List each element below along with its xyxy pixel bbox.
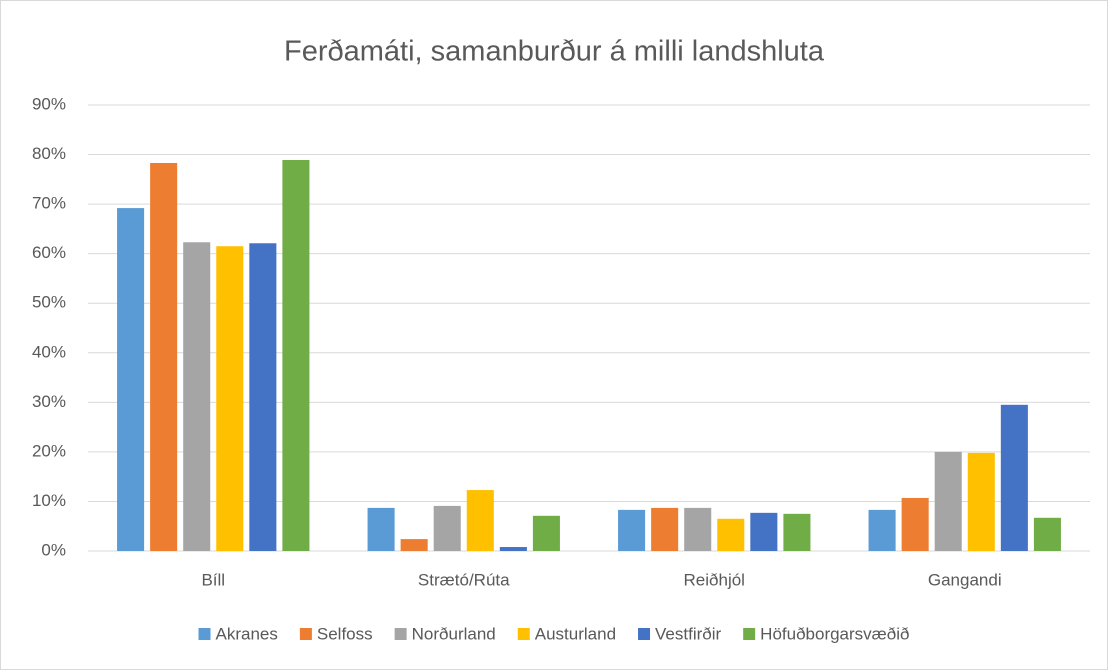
legend-label: Norðurland [412,624,496,643]
bar [684,507,712,551]
bar [750,512,778,551]
y-tick-label: 70% [32,194,66,213]
x-tick-label: Strætó/Rúta [418,570,510,589]
y-tick-label: 80% [32,144,66,163]
bar [967,452,995,551]
bar [117,208,145,551]
bar [901,497,929,551]
bar [618,509,646,551]
legend-label: Höfuðborgarsvæðið [760,624,909,643]
legend-marker [394,628,407,640]
x-tick-label: Gangandi [928,570,1002,589]
y-tick-label: 50% [32,293,66,312]
y-tick-label: 20% [32,441,66,460]
y-tick-label: 10% [32,491,66,510]
bar [282,160,310,552]
y-tick-label: 0% [41,540,66,559]
x-tick-label: Reiðhjól [684,570,745,589]
bar [183,242,211,551]
x-tick-label: Bíll [201,570,225,589]
y-tick-label: 90% [32,94,66,113]
bar [499,547,527,551]
bar [532,515,560,551]
chart-title: Ferðamáti, samanburður á milli landshlut… [284,36,825,68]
bar [400,539,428,551]
bar [934,451,962,551]
legend-marker [198,628,211,640]
y-tick-label: 30% [32,392,66,411]
bar [216,246,244,551]
bar [651,507,679,551]
legend-marker [743,628,756,640]
legend-marker [638,628,651,640]
legend-label: Selfoss [317,624,373,643]
bar [717,518,745,551]
bar [868,509,896,551]
legend-marker [299,628,312,640]
bar [433,505,461,551]
bar [783,513,811,551]
y-tick-label: 40% [32,342,66,361]
bar [466,490,494,551]
bar [249,243,277,551]
legend-label: Austurland [535,624,616,643]
legend-marker [517,628,530,640]
bar [1000,404,1028,551]
legend-label: Vestfirðir [655,624,721,643]
legend-label: Akranes [216,624,278,643]
bar [150,162,178,552]
y-tick-label: 60% [32,243,66,262]
bar [1033,517,1061,551]
bar [367,507,395,551]
